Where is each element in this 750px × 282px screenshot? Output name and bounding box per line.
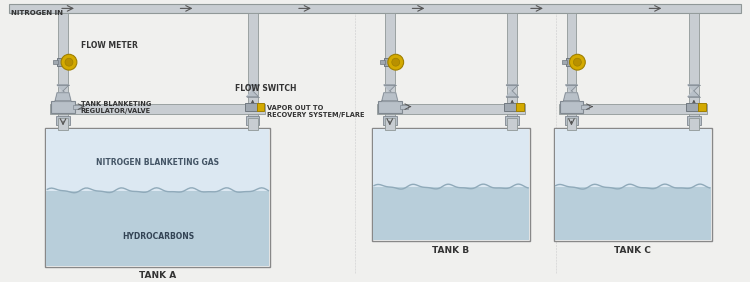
Bar: [393, 60, 397, 64]
Bar: [248, 118, 257, 130]
Bar: [384, 58, 394, 66]
Bar: [559, 104, 706, 114]
Bar: [507, 118, 518, 130]
Polygon shape: [384, 91, 396, 97]
Bar: [373, 187, 529, 240]
Bar: [574, 60, 578, 64]
Text: HYDROCARBONS: HYDROCARBONS: [122, 232, 194, 241]
Polygon shape: [688, 91, 700, 97]
Bar: [378, 101, 402, 113]
Bar: [46, 191, 269, 266]
Bar: [377, 104, 525, 114]
Bar: [560, 101, 584, 113]
Text: VAPOR OUT TO
RECOVERY SYSTEM/FLARE: VAPOR OUT TO RECOVERY SYSTEM/FLARE: [268, 105, 365, 118]
Bar: [686, 103, 698, 111]
Bar: [506, 116, 519, 125]
Text: TANK A: TANK A: [140, 272, 176, 281]
Bar: [698, 103, 706, 111]
Bar: [73, 105, 81, 109]
Bar: [372, 128, 530, 241]
Text: TANK B: TANK B: [433, 246, 470, 255]
Bar: [45, 128, 270, 266]
Bar: [373, 129, 529, 187]
Polygon shape: [563, 93, 579, 101]
Bar: [46, 129, 269, 191]
Bar: [53, 60, 58, 64]
Polygon shape: [566, 85, 578, 91]
Bar: [581, 105, 590, 109]
Polygon shape: [247, 91, 259, 97]
Bar: [555, 129, 711, 187]
Bar: [50, 104, 266, 114]
Polygon shape: [57, 85, 69, 91]
Bar: [66, 60, 70, 64]
Bar: [566, 58, 575, 66]
Text: NITROGEN BLANKETING GAS: NITROGEN BLANKETING GAS: [96, 158, 219, 167]
Bar: [244, 103, 256, 111]
Bar: [565, 116, 578, 125]
Bar: [380, 60, 385, 64]
Bar: [689, 13, 699, 128]
Bar: [246, 116, 259, 125]
Circle shape: [388, 54, 404, 70]
Bar: [689, 118, 699, 130]
Circle shape: [569, 54, 585, 70]
Circle shape: [392, 58, 400, 66]
Bar: [687, 116, 700, 125]
Bar: [9, 4, 741, 13]
Bar: [400, 105, 407, 109]
Polygon shape: [382, 93, 398, 101]
Bar: [58, 118, 68, 130]
Bar: [385, 118, 394, 130]
Polygon shape: [247, 85, 259, 91]
Polygon shape: [688, 85, 700, 91]
Bar: [516, 103, 524, 111]
Bar: [507, 13, 518, 128]
Polygon shape: [56, 93, 71, 101]
Polygon shape: [506, 91, 518, 97]
Circle shape: [65, 58, 73, 66]
Bar: [58, 13, 68, 128]
Bar: [385, 13, 394, 128]
Text: FLOW METER: FLOW METER: [81, 41, 138, 50]
Bar: [248, 13, 257, 128]
Bar: [504, 103, 516, 111]
Circle shape: [61, 54, 76, 70]
Bar: [566, 13, 577, 128]
Text: TANK C: TANK C: [614, 246, 651, 255]
Text: TANK BLANKETING
REGULATOR/VALVE: TANK BLANKETING REGULATOR/VALVE: [81, 101, 152, 114]
Bar: [256, 103, 265, 111]
Circle shape: [574, 58, 581, 66]
Polygon shape: [506, 85, 518, 91]
Bar: [555, 187, 711, 240]
Bar: [566, 118, 577, 130]
Text: NITROGEN IN: NITROGEN IN: [10, 10, 63, 16]
Bar: [57, 58, 67, 66]
Bar: [554, 128, 712, 241]
Bar: [51, 101, 75, 113]
Polygon shape: [57, 91, 69, 97]
Bar: [383, 116, 397, 125]
Polygon shape: [384, 85, 396, 91]
Text: FLOW SWITCH: FLOW SWITCH: [235, 84, 296, 93]
Polygon shape: [566, 91, 578, 97]
Bar: [562, 60, 566, 64]
Bar: [56, 116, 70, 125]
